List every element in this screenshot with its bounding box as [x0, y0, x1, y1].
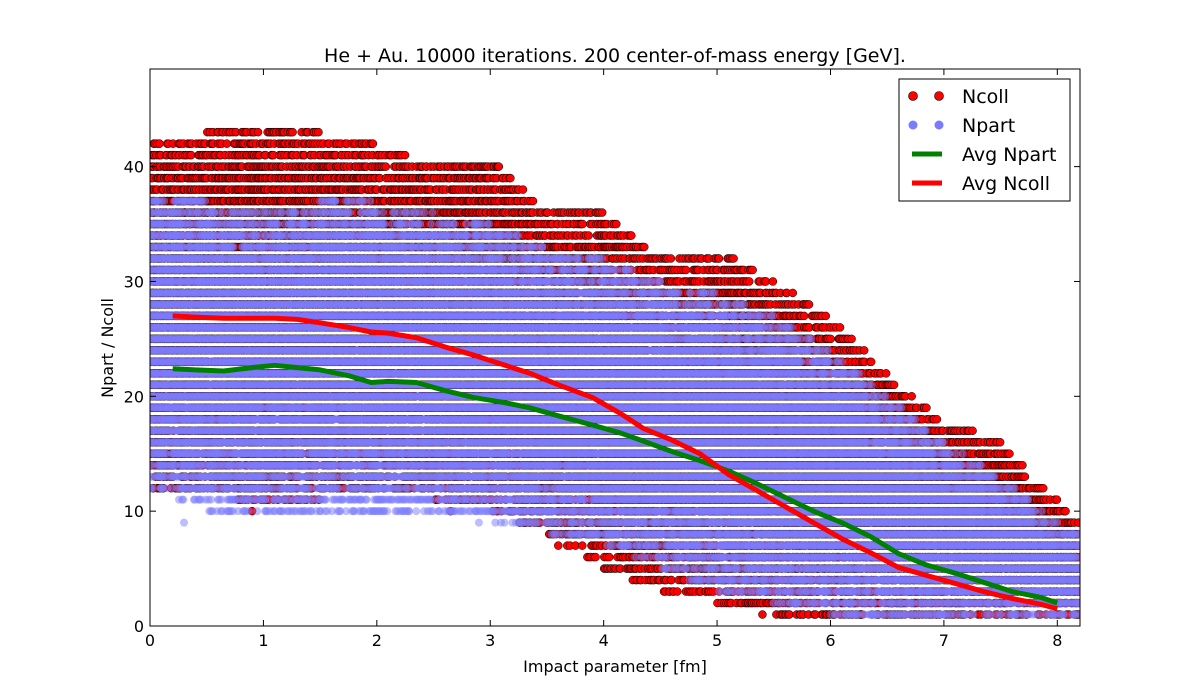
- ncoll-point: [288, 127, 297, 137]
- ncoll-point: [368, 139, 378, 148]
- ncoll-point: [253, 127, 263, 137]
- scatter-layer: [150, 127, 1080, 619]
- ncoll-point: [155, 139, 164, 148]
- ncoll-point: [186, 150, 196, 160]
- ncoll-point: [314, 127, 323, 137]
- ncoll-point: [222, 139, 232, 148]
- chart-title: He + Au. 10000 iterations. 200 center-of…: [324, 45, 906, 67]
